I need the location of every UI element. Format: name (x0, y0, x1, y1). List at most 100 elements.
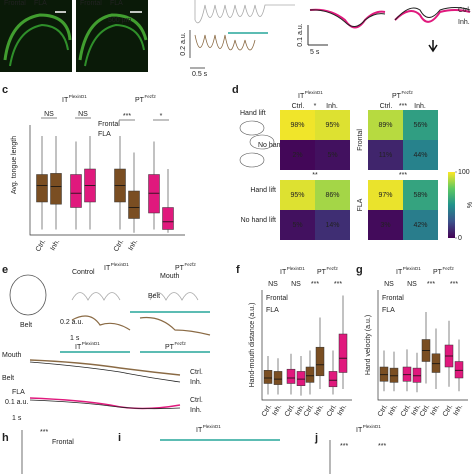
group-label: IT (396, 269, 403, 276)
heatmap-cell (368, 180, 403, 210)
scale-label: 5 s (310, 49, 320, 56)
scale-label: 0.1 a.u. (5, 399, 28, 406)
x-tick-label: Inh. (429, 403, 441, 417)
group-label: IT (356, 427, 363, 434)
cell-label: 98% (290, 122, 304, 129)
stat-label: *** (123, 113, 131, 120)
x-tick-label: Ctrl. (113, 238, 126, 253)
x-tick-label: Inh. (313, 403, 325, 417)
box (412, 367, 422, 383)
group-superscript: PlexinD1 (363, 424, 382, 429)
legend-label: Frontal (52, 439, 74, 446)
stat-label: *** (340, 443, 348, 450)
group-label: IT (104, 265, 111, 272)
cell-label: 5% (292, 222, 302, 229)
column-label: Ctrl. (380, 103, 393, 110)
trace-label: Belt (2, 375, 14, 382)
group-superscript: PlexinD1 (403, 266, 422, 271)
stat-label: NS (407, 281, 417, 288)
trace-group (307, 7, 471, 53)
group-label: IT (62, 97, 69, 104)
y-axis-label: Hand-mouth distance (a.u.) (249, 303, 256, 388)
heatmap-cell (315, 140, 350, 170)
group-superscript: PlexinD1 (111, 262, 130, 267)
group-superscript: Fezf2 (326, 266, 338, 271)
x-tick-label: Inh. (271, 403, 283, 417)
x-tick-label: Inh. (49, 238, 61, 252)
scale-label: 0.2 a.u. (180, 32, 187, 55)
box (70, 174, 82, 208)
trace-group (9, 274, 211, 410)
drawing-label: Hand lift (240, 110, 266, 117)
area-label: FLA (110, 0, 123, 7)
box (286, 368, 296, 384)
row-label: No hand lift (241, 217, 276, 224)
cell-label: 95% (325, 122, 339, 129)
trace-label: Belt (20, 322, 32, 329)
heatmap-cell (368, 210, 403, 240)
group-superscript: Fezf2 (442, 266, 454, 271)
legend-label: Ctrl. (190, 397, 203, 404)
cell-label: 14% (325, 222, 339, 229)
row-label: Hand lift (250, 187, 276, 194)
heatmap-cell (403, 180, 438, 210)
cell-label: 2% (292, 152, 302, 159)
x-tick-label: Inh. (387, 403, 399, 417)
group-label: PT (165, 344, 175, 351)
box (36, 174, 48, 203)
group-superscript: Fezf2 (174, 341, 186, 346)
scale-label: 1 s (70, 335, 80, 342)
colorbar-tick-label: 0 (458, 235, 462, 242)
area-label: FLA (357, 198, 364, 211)
column-label: Inh. (414, 103, 426, 110)
heatmap-cell (280, 110, 315, 140)
area-label: Frontal (4, 0, 26, 7)
box (305, 366, 315, 383)
cell-label: 95% (290, 192, 304, 199)
heatmap-cell (315, 110, 350, 140)
drawing-label: No hand lift (258, 142, 293, 149)
scale-label: 0.1 a.u. (297, 23, 304, 46)
cell-label: 11% (379, 152, 393, 159)
axis (29, 125, 185, 236)
legend-label: Inh. (190, 407, 202, 414)
column-label: Inh. (326, 103, 338, 110)
scale-label: 1 s (12, 415, 22, 422)
legend-label: Ctrl. (190, 369, 203, 376)
stat-label: *** (399, 172, 407, 179)
x-tick-label: Ctrl. (284, 403, 297, 418)
cell-label: 42% (413, 222, 427, 229)
x-tick-label: Ctrl. (326, 403, 339, 418)
trace-label: Control (72, 269, 95, 276)
trace-group (189, 0, 295, 69)
box (338, 333, 348, 373)
group-label: PT (135, 97, 145, 104)
x-tick-label: Ctrl. (35, 238, 48, 253)
box (50, 173, 62, 205)
legend-label: Ctrl. (458, 7, 471, 14)
group-superscript: Fezf2 (401, 90, 413, 95)
mouse-sketches (239, 120, 275, 168)
x-tick-label: Inh. (452, 403, 464, 417)
scale-label: 0.5 s (192, 71, 208, 78)
legend-label: FLA (266, 307, 279, 314)
heatmap-cell (280, 140, 315, 170)
stat-label: *** (450, 281, 458, 288)
group-label: IT (75, 344, 82, 351)
panel-letter: i (118, 432, 121, 444)
area-label: FLA (34, 0, 47, 7)
group-label: PT (175, 265, 185, 272)
heatmap-cell (403, 140, 438, 170)
column-label: * (314, 103, 317, 110)
x-tick-label: Inh. (336, 403, 348, 417)
stat-label: *** (427, 281, 435, 288)
legend-label: Frontal (266, 295, 288, 302)
colorbar-tick-label: 100 (458, 169, 470, 176)
group-superscript: Fezf2 (144, 94, 156, 99)
stat-label: *** (311, 281, 319, 288)
y-axis-label: Avg. tongue length (11, 136, 18, 194)
box (148, 174, 160, 214)
heatmap-cell (368, 140, 403, 170)
